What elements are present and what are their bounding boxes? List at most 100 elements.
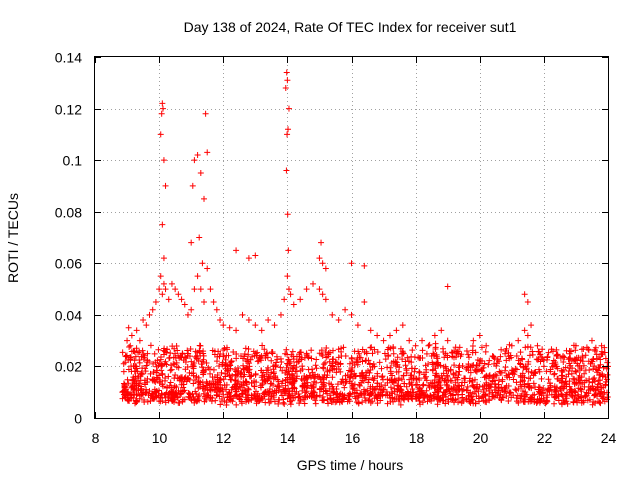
data-point xyxy=(575,376,582,383)
data-point xyxy=(374,348,381,355)
data-point xyxy=(482,392,489,399)
data-point xyxy=(507,352,514,359)
x-tick-label: 18 xyxy=(409,430,425,446)
data-point xyxy=(425,382,432,389)
data-point xyxy=(399,356,406,363)
data-point xyxy=(132,353,139,360)
data-point xyxy=(589,356,596,363)
data-point xyxy=(457,353,464,360)
data-point xyxy=(545,349,552,356)
data-point xyxy=(567,386,574,393)
data-point xyxy=(389,390,396,397)
data-point xyxy=(596,399,603,406)
data-point xyxy=(240,373,247,380)
data-point xyxy=(270,370,277,377)
data-point xyxy=(560,367,567,374)
data-point xyxy=(585,358,592,365)
x-tick-label: 24 xyxy=(601,430,617,446)
data-point xyxy=(525,361,532,368)
data-point xyxy=(403,365,410,372)
data-point xyxy=(161,351,168,358)
data-point xyxy=(530,380,537,387)
data-point xyxy=(291,377,298,384)
data-point xyxy=(192,377,199,384)
data-point xyxy=(369,375,376,382)
data-point xyxy=(284,211,291,218)
data-point xyxy=(513,379,520,386)
data-point xyxy=(505,371,512,378)
data-point xyxy=(377,397,384,404)
data-point xyxy=(329,362,336,369)
data-point xyxy=(308,347,315,354)
data-point xyxy=(377,389,384,396)
data-point xyxy=(588,337,595,344)
data-point xyxy=(285,105,292,112)
data-point xyxy=(521,291,528,298)
data-point xyxy=(207,394,214,401)
data-point xyxy=(268,369,275,376)
data-point xyxy=(427,379,434,386)
data-point xyxy=(162,394,169,401)
data-point xyxy=(515,337,522,344)
data-point xyxy=(119,349,126,356)
data-point xyxy=(324,390,331,397)
data-point xyxy=(572,368,579,375)
data-point xyxy=(282,377,289,384)
data-point xyxy=(124,390,131,397)
data-point xyxy=(539,346,546,353)
data-point xyxy=(510,368,517,375)
data-point xyxy=(284,360,291,367)
data-point xyxy=(312,400,319,407)
data-point xyxy=(513,353,520,360)
data-point xyxy=(220,376,227,383)
data-point xyxy=(175,364,182,371)
data-point xyxy=(196,234,203,241)
data-point xyxy=(295,358,302,365)
data-point xyxy=(522,344,529,351)
data-point xyxy=(280,399,287,406)
data-point xyxy=(578,388,585,395)
data-point xyxy=(148,392,155,399)
data-point xyxy=(210,366,217,373)
data-point xyxy=(601,349,608,356)
data-point xyxy=(597,356,604,363)
data-point xyxy=(176,391,183,398)
data-point xyxy=(222,356,229,363)
data-point xyxy=(240,382,247,389)
data-point xyxy=(121,384,128,391)
data-point xyxy=(144,357,151,364)
data-point xyxy=(480,386,487,393)
data-point xyxy=(203,378,210,385)
data-point xyxy=(137,387,144,394)
data-point xyxy=(298,349,305,356)
data-point xyxy=(371,386,378,393)
data-point xyxy=(589,379,596,386)
data-point xyxy=(376,392,383,399)
data-point xyxy=(199,260,206,267)
data-point xyxy=(409,347,416,354)
data-point xyxy=(553,346,560,353)
data-point xyxy=(279,378,286,385)
data-point xyxy=(168,362,175,369)
data-point xyxy=(527,394,534,401)
data-point xyxy=(233,355,240,362)
data-point xyxy=(543,356,550,363)
data-point xyxy=(489,389,496,396)
data-point xyxy=(241,366,248,373)
data-point xyxy=(417,401,424,408)
data-point xyxy=(359,377,366,384)
data-point xyxy=(360,372,367,379)
data-point xyxy=(411,354,418,361)
data-point xyxy=(223,386,230,393)
data-point xyxy=(596,390,603,397)
data-point xyxy=(262,388,269,395)
data-point xyxy=(571,376,578,383)
data-point xyxy=(551,400,558,407)
data-point xyxy=(187,345,194,352)
data-point xyxy=(233,327,240,334)
data-point xyxy=(525,384,532,391)
data-point xyxy=(486,372,493,379)
data-point xyxy=(552,394,559,401)
data-point xyxy=(399,322,406,329)
data-point xyxy=(123,352,130,359)
